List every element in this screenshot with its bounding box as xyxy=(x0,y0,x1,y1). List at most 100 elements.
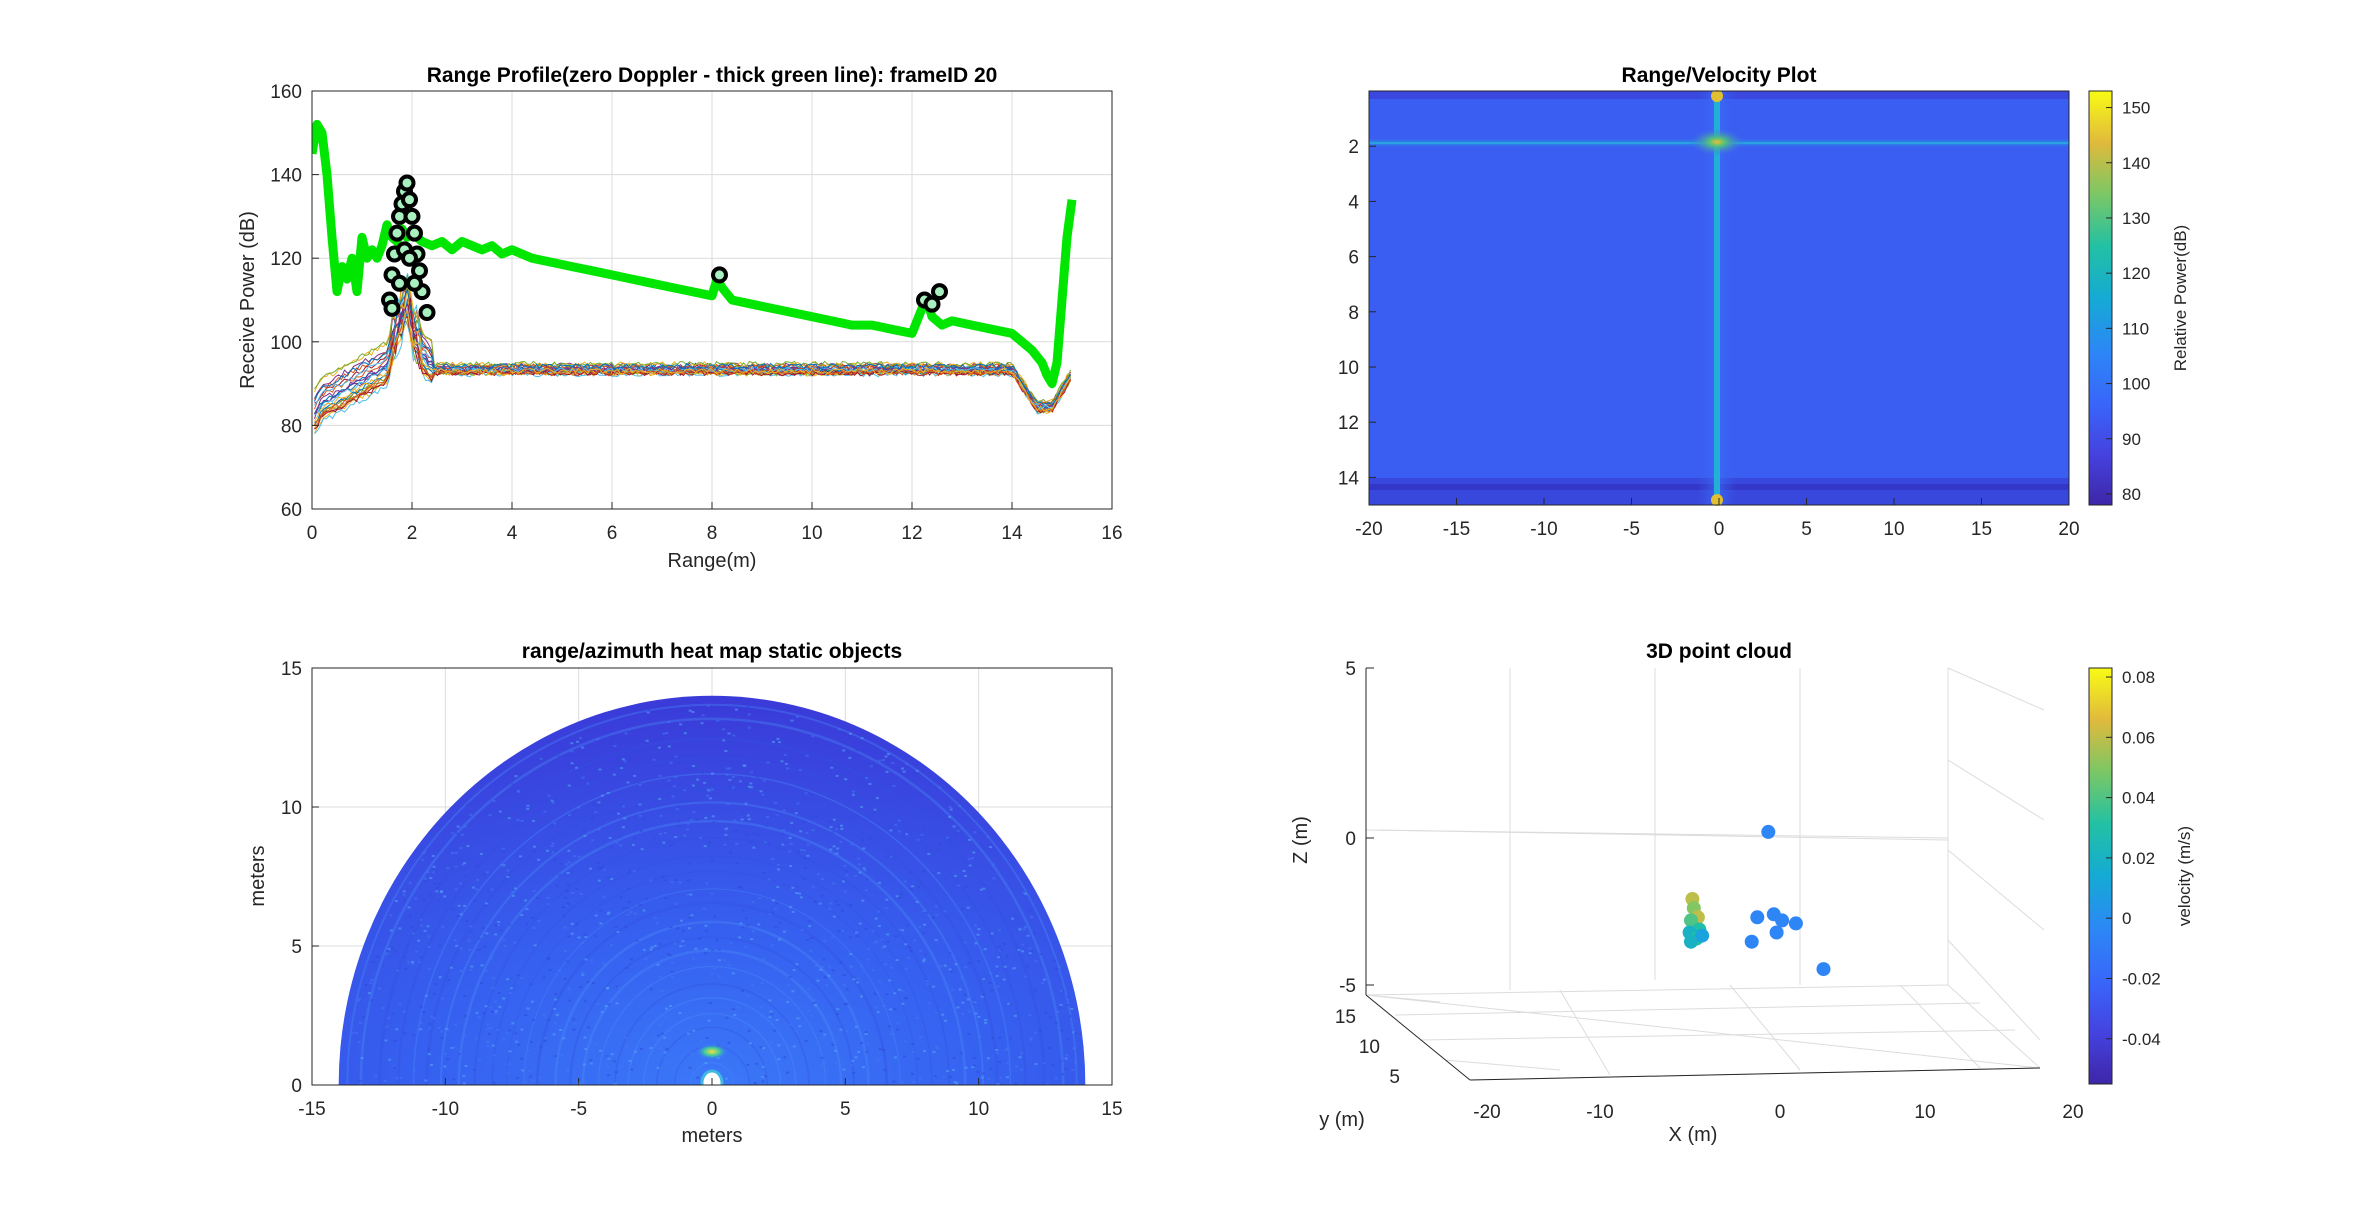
speckle xyxy=(1006,1062,1009,1065)
speckle xyxy=(430,1015,434,1018)
speckle xyxy=(628,869,632,872)
speckle xyxy=(978,1035,982,1038)
speckle xyxy=(984,1021,988,1024)
speckle xyxy=(915,900,919,903)
speckle xyxy=(724,750,728,752)
speckle xyxy=(404,967,408,970)
speckle xyxy=(913,939,916,942)
colorbar-tick-label: 90 xyxy=(2122,430,2141,449)
speckle xyxy=(678,1012,682,1015)
speckle xyxy=(607,1003,611,1006)
speckle xyxy=(756,833,760,836)
speckle xyxy=(697,731,701,734)
speckle xyxy=(701,771,704,774)
speckle xyxy=(867,947,871,950)
speckle xyxy=(739,886,743,889)
speckle xyxy=(1067,1003,1071,1006)
speckle xyxy=(672,785,676,788)
speckle xyxy=(583,835,587,838)
speckle xyxy=(817,873,820,876)
speckle xyxy=(665,1048,669,1050)
speckle xyxy=(842,984,846,986)
speckle xyxy=(669,926,673,929)
speckle xyxy=(354,1032,358,1034)
speckle xyxy=(685,1015,689,1018)
speckle xyxy=(692,1029,696,1032)
point xyxy=(1684,934,1698,949)
speckle xyxy=(649,879,653,882)
y-tick-label: 15 xyxy=(1335,1007,1356,1028)
speckle xyxy=(1021,950,1025,953)
speckle xyxy=(822,1036,825,1039)
speckle xyxy=(606,1056,610,1059)
speckle xyxy=(802,1021,806,1024)
y-tick-label: 15 xyxy=(281,659,302,680)
speckle xyxy=(419,1028,423,1031)
speckle xyxy=(991,863,995,866)
speckle xyxy=(876,910,880,913)
speckle xyxy=(652,758,656,761)
speckle xyxy=(629,911,633,914)
speckle xyxy=(454,865,458,868)
speckle xyxy=(658,833,662,836)
speckle xyxy=(954,831,958,834)
speckle xyxy=(608,836,612,839)
speckle xyxy=(949,970,953,973)
speckle xyxy=(820,966,824,969)
speckle xyxy=(440,1036,444,1039)
speckle xyxy=(770,1041,774,1044)
speckle xyxy=(410,926,414,929)
speckle xyxy=(870,744,873,747)
speckle xyxy=(722,739,726,742)
speckle xyxy=(516,819,520,822)
speckle xyxy=(735,842,739,845)
speckle xyxy=(777,1058,781,1061)
speckle xyxy=(934,815,938,818)
x-tick-label: 20 xyxy=(2058,519,2079,540)
speckle xyxy=(860,805,864,808)
speckle xyxy=(399,1076,403,1079)
speckle xyxy=(590,1040,594,1043)
peak-marker xyxy=(931,283,948,301)
speckle xyxy=(768,1016,772,1019)
range-ring xyxy=(614,983,810,1085)
speckle xyxy=(1020,1068,1024,1071)
speckle xyxy=(708,1002,712,1005)
speckle xyxy=(948,816,952,818)
speckle xyxy=(679,723,683,726)
speckle xyxy=(855,749,859,751)
y-tick-label: 160 xyxy=(270,82,302,103)
speckle xyxy=(681,940,685,942)
speckle xyxy=(713,915,717,918)
range-ring xyxy=(690,1062,734,1085)
speckle xyxy=(438,976,442,979)
colorbar-tick-label: 130 xyxy=(2122,209,2150,228)
speckle xyxy=(673,842,677,845)
speckle xyxy=(454,888,458,891)
speckle xyxy=(794,812,798,815)
speckle xyxy=(387,1016,391,1019)
speckle xyxy=(778,741,781,744)
speckle xyxy=(848,936,852,939)
speckle xyxy=(681,930,685,932)
speckle xyxy=(1053,959,1057,962)
speckle xyxy=(450,832,454,835)
speckle xyxy=(667,745,671,748)
speckle xyxy=(755,1062,759,1065)
speckle xyxy=(423,879,427,882)
speckle xyxy=(507,817,511,820)
speckle xyxy=(967,962,971,965)
colorbar-tick-label: 0 xyxy=(2122,909,2131,928)
speckle xyxy=(905,762,909,765)
speckle xyxy=(1033,989,1037,992)
speckle xyxy=(946,1070,950,1073)
speckle xyxy=(670,976,674,979)
speckle xyxy=(537,858,541,861)
speckle xyxy=(904,1040,908,1043)
speckle xyxy=(860,737,864,740)
speckle xyxy=(862,847,866,850)
y-tick-label: 2 xyxy=(1348,137,1359,158)
y-tick-label: 5 xyxy=(291,937,302,958)
range-azimuth-title: range/azimuth heat map static objects xyxy=(522,640,902,663)
speckle xyxy=(792,969,796,972)
